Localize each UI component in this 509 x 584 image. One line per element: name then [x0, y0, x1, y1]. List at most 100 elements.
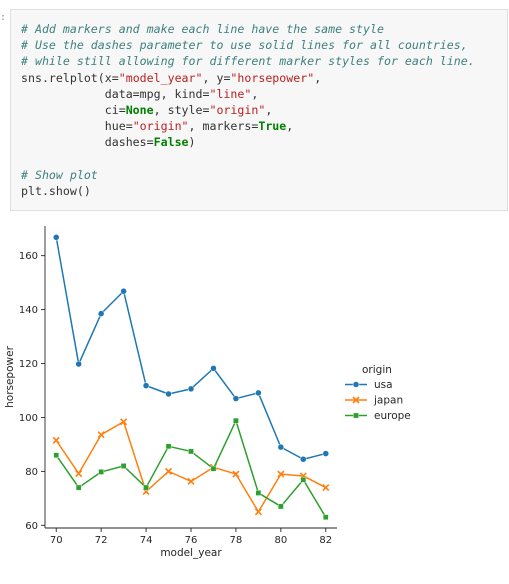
x-tick-label: 70 [50, 535, 63, 546]
legend-label-usa: usa [374, 379, 393, 391]
legend-marker-japan [352, 396, 360, 404]
data-point-usa [300, 455, 307, 463]
legend-label-japan: japan [373, 395, 403, 407]
x-tick-label: 82 [319, 535, 332, 546]
x-tick-label: 78 [230, 535, 243, 546]
code-cell[interactable]: # Add markers and make each line have th… [10, 9, 508, 211]
data-point-japan [97, 431, 105, 439]
data-point-europe [210, 465, 217, 472]
code-token: , [265, 103, 273, 118]
x-marker [277, 470, 285, 478]
x-marker [187, 477, 195, 485]
x-marker [120, 418, 128, 426]
data-point-europe [233, 417, 239, 424]
code-line [21, 151, 475, 167]
code-comment: # while still allowing for different mar… [21, 54, 475, 69]
data-point-europe [75, 484, 82, 491]
x-tick-label: 76 [185, 535, 198, 546]
series-line-japan [55, 421, 327, 513]
code-line: dashes=False) [21, 134, 475, 150]
data-point-usa [52, 234, 60, 241]
code-string: "line" [209, 86, 252, 101]
x-marker [232, 470, 240, 478]
code-line: ci=None, style="origin", [21, 102, 475, 118]
code-line: hue="origin", markers=True, [21, 118, 475, 134]
data-point-usa [165, 390, 172, 398]
data-point-japan [75, 469, 83, 478]
x-tick-label: 72 [95, 535, 108, 546]
data-point-japan [164, 467, 173, 475]
data-point-japan [254, 508, 262, 516]
x-marker [75, 469, 83, 478]
code-keyword: None [125, 103, 154, 118]
x-marker [97, 431, 105, 439]
code-token: , y= [202, 70, 231, 85]
x-marker [164, 467, 173, 475]
legend-label-europe: europe [374, 410, 411, 422]
data-point-usa [210, 365, 217, 372]
line-chart: 70 72 74 76 78 80 82 60 80 100 120 140 160 model_year… [4, 226, 411, 559]
x-axis-label: model_year [160, 547, 222, 559]
x-marker [352, 396, 360, 404]
code-token: , [286, 119, 294, 134]
data-point-europe [98, 469, 104, 475]
y-tick-label: 120 [19, 359, 38, 370]
data-point-japan [277, 470, 285, 478]
code-editor[interactable]: # Add markers and make each line have th… [21, 21, 475, 199]
legend-marker-usa [352, 381, 360, 388]
x-tick-label: 74 [140, 535, 153, 546]
code-line: # Add markers and make each line have th… [21, 21, 475, 37]
code-string: "origin" [209, 103, 266, 118]
data-point-europe [120, 463, 127, 469]
code-token: ci= [21, 103, 126, 118]
code-line: data=mpg, kind="line", [21, 86, 475, 102]
code-keyword: True [258, 119, 287, 134]
data-point-usa [97, 310, 105, 317]
data-point-europe [322, 514, 329, 521]
code-token: , [314, 70, 322, 85]
y-tick-label: 160 [19, 251, 38, 262]
data-point-usa [322, 450, 330, 457]
code-token: data=mpg, kind= [21, 86, 210, 101]
data-point-japan [120, 418, 128, 426]
x-tick-label: 80 [274, 535, 287, 546]
legend-title: origin [362, 364, 392, 376]
data-point-usa [142, 382, 150, 389]
data-point-japan [232, 470, 240, 478]
data-point-usa [187, 385, 195, 393]
code-line: sns.relplot(x="model_year", y="horsepowe… [21, 70, 475, 86]
data-point-usa [277, 443, 285, 451]
code-line: # Use the dashes parameter to use solid … [21, 37, 475, 53]
code-token: , style= [153, 103, 210, 118]
data-point-usa [232, 395, 240, 402]
code-line: # Show plot [21, 167, 475, 183]
data-point-europe [165, 443, 172, 450]
code-keyword: False [153, 135, 189, 150]
y-tick-label: 100 [19, 413, 38, 424]
data-point-europe [278, 503, 284, 510]
code-token: , [251, 86, 259, 101]
code-line: plt.show() [21, 183, 475, 199]
data-point-usa [120, 288, 127, 295]
x-marker [254, 508, 262, 516]
code-token: sns.relplot(x= [21, 70, 119, 85]
code-token: ) [188, 135, 196, 150]
y-tick-label: 140 [19, 305, 38, 316]
data-point-europe [53, 452, 60, 458]
data-point-europe [255, 490, 262, 496]
code-string: "model_year" [118, 70, 203, 85]
cell-gutter-marker: : [0, 12, 7, 23]
x-marker [52, 436, 60, 444]
data-point-japan [187, 477, 195, 485]
series-line-europe [55, 419, 327, 518]
series-line-usa [55, 237, 326, 460]
y-axis-label: horsepower [4, 345, 16, 407]
y-tick-label: 60 [25, 521, 38, 532]
data-point-japan [322, 483, 330, 492]
code-string: "horsepower" [230, 70, 315, 85]
code-line: # while still allowing for different mar… [21, 53, 475, 69]
code-token: , markers= [188, 119, 259, 134]
y-tick-label: 80 [25, 467, 38, 478]
data-point-europe [300, 476, 307, 483]
legend-marker-europe [353, 412, 359, 419]
